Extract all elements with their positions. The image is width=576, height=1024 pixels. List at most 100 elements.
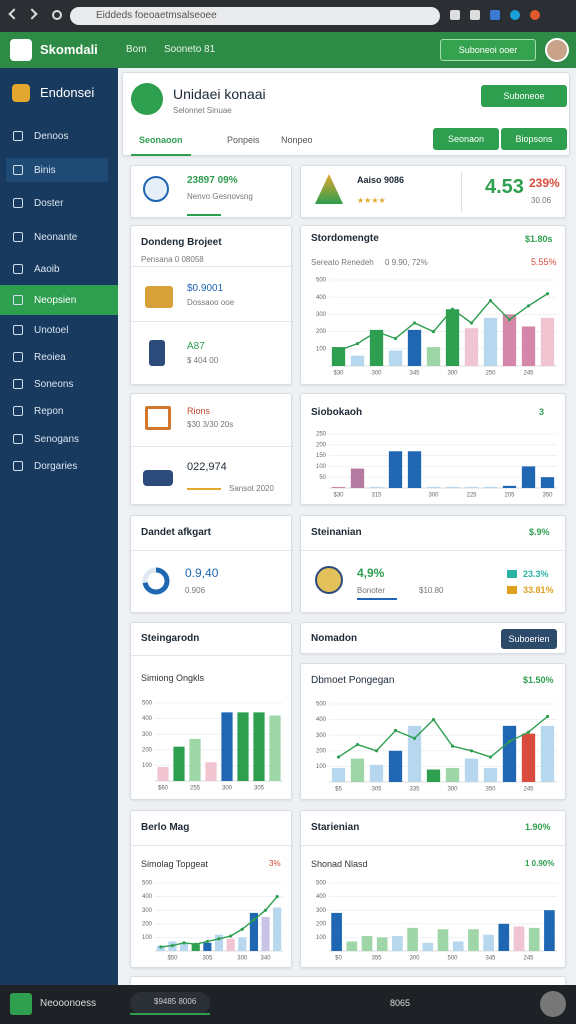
bar xyxy=(528,927,540,951)
y-tick-label: 500 xyxy=(316,278,327,284)
x-tick-label: 345 xyxy=(409,371,420,377)
tab[interactable]: Nonpeo xyxy=(281,135,313,145)
x-tick-label: 245 xyxy=(523,787,534,793)
card-title: Siobokaoh xyxy=(311,407,363,418)
nav-link[interactable]: Sooneto 81 xyxy=(164,44,216,55)
bar xyxy=(205,762,217,781)
bar xyxy=(226,938,235,951)
info-value: 022,974 xyxy=(187,461,227,473)
y-tick-label: 100 xyxy=(316,464,327,470)
sidebar-item[interactable]: Aaoib xyxy=(0,257,118,281)
item-value: A87 xyxy=(187,341,205,352)
bar xyxy=(249,912,258,951)
stat-sub: 30.06 xyxy=(531,196,552,205)
line-point xyxy=(488,299,493,303)
avatar[interactable] xyxy=(545,38,569,62)
x-tick-label: 300 xyxy=(447,787,458,793)
line-point xyxy=(450,307,455,311)
bar xyxy=(464,328,479,366)
bar xyxy=(407,725,422,782)
x-tick-label: $60 xyxy=(158,786,169,792)
line xyxy=(338,293,548,352)
chart-change: 3% xyxy=(269,859,281,868)
sidebar-item[interactable]: Binis xyxy=(6,158,108,182)
stat-label: Nenvo Gesnovsng xyxy=(187,192,253,201)
header-action[interactable]: Suboneoi ooer xyxy=(440,39,536,61)
toolbar-card: Nomadon Suboerien xyxy=(300,622,566,654)
info-label: Bonoter xyxy=(357,586,386,595)
action-button[interactable]: Biopsons xyxy=(501,128,567,150)
x-tick-label: 350 xyxy=(485,787,496,793)
forward-button[interactable] xyxy=(26,8,38,20)
y-tick-label: 300 xyxy=(316,733,327,739)
bar xyxy=(498,923,510,951)
sidebar-item[interactable]: Neopsien xyxy=(0,285,118,315)
y-tick-label: 200 xyxy=(142,921,153,927)
x-tick-label: 300 xyxy=(222,786,233,792)
sidebar-item[interactable]: Dorgaries xyxy=(0,454,118,478)
tab[interactable]: Ponpeis xyxy=(227,135,260,145)
sidebar-item[interactable]: Soneons xyxy=(0,372,118,396)
bar xyxy=(331,347,346,366)
reload-button[interactable] xyxy=(52,10,62,20)
header-button[interactable]: Suboneoe xyxy=(481,85,567,107)
stat-bar xyxy=(187,214,221,216)
line-point xyxy=(159,945,163,949)
info-value: 4,9% xyxy=(357,566,385,580)
line-point xyxy=(374,749,379,753)
sidebar-item[interactable]: Reoiea xyxy=(0,345,118,369)
bar xyxy=(253,712,265,781)
sidebar-icon xyxy=(13,461,23,471)
x-tick-label: 300 xyxy=(428,493,439,499)
sidebar-item[interactable]: Denoos xyxy=(0,124,118,148)
bar xyxy=(189,738,201,781)
sidebar-item[interactable]: Repon xyxy=(0,399,118,423)
footer-avatar[interactable] xyxy=(540,991,566,1017)
bar xyxy=(464,486,479,488)
sidebar-item[interactable]: Doster xyxy=(0,191,118,215)
y-tick-label: 500 xyxy=(142,881,153,887)
line-point xyxy=(374,330,379,334)
x-tick-label: 350 xyxy=(542,493,553,499)
y-tick-label: 500 xyxy=(316,702,327,708)
sidebar-brand: Endonsei xyxy=(40,85,95,100)
y-tick-label: 300 xyxy=(316,908,327,914)
tab[interactable]: Seonaoon xyxy=(139,135,183,145)
info-card: Steinanian $.9% 4,9% Bonoter $10.80 23.3… xyxy=(300,515,567,613)
sidebar: Endonsei Denoos Binis Doster Neonante Aaoib N… xyxy=(0,68,118,985)
y-tick-label: 200 xyxy=(316,442,327,448)
sidebar-icon xyxy=(13,295,23,305)
bar xyxy=(388,350,403,366)
progress-pill: $9485 8006 xyxy=(130,992,210,1015)
sidebar-icon xyxy=(13,352,23,362)
x-tick-label: 245 xyxy=(523,371,534,377)
chart: 100 200 300 400 500 $30 300 345 300 250 245 xyxy=(316,278,557,377)
back-button[interactable] xyxy=(8,8,20,20)
toolbar-button[interactable]: Suboerien xyxy=(501,629,557,649)
x-tick-label: 345 xyxy=(485,956,496,962)
action-button[interactable]: Seonaon xyxy=(433,128,499,150)
extensions xyxy=(450,10,560,22)
y-tick-label: 100 xyxy=(316,346,327,352)
line-point xyxy=(194,942,198,946)
line-point xyxy=(431,718,436,722)
card-badge: 3 xyxy=(539,407,545,417)
chart-card: Dbmoet Pongegan $1.50% 100 200 300 400 500 $5… xyxy=(300,663,566,800)
sidebar-item[interactable]: Neonante xyxy=(0,225,118,249)
bar xyxy=(331,486,346,488)
sidebar-item[interactable]: Senogans xyxy=(0,427,118,451)
y-tick-label: 400 xyxy=(316,295,327,301)
address-bar[interactable]: Eiddeds foeoaetmsalseoee xyxy=(70,7,440,25)
chart-subtitle: Shonad Nlasd xyxy=(311,859,368,869)
nav-link[interactable]: Bom xyxy=(126,44,147,55)
stat-icon xyxy=(315,174,343,204)
sidebar-icon xyxy=(13,379,23,389)
y-tick-label: 400 xyxy=(316,717,327,723)
chart-card: Stordomengte $1.80s Sereato Renedeh 0 9.… xyxy=(300,225,566,385)
chart-change: 1 0.90% xyxy=(525,859,555,868)
bar xyxy=(422,942,434,951)
line-point xyxy=(217,937,221,941)
sidebar-item[interactable]: Unotoel xyxy=(0,318,118,342)
chart-card: Steingarodn Simiong Ongkls 100 200 300 400 5… xyxy=(130,622,293,800)
y-tick-label: 500 xyxy=(316,881,327,887)
